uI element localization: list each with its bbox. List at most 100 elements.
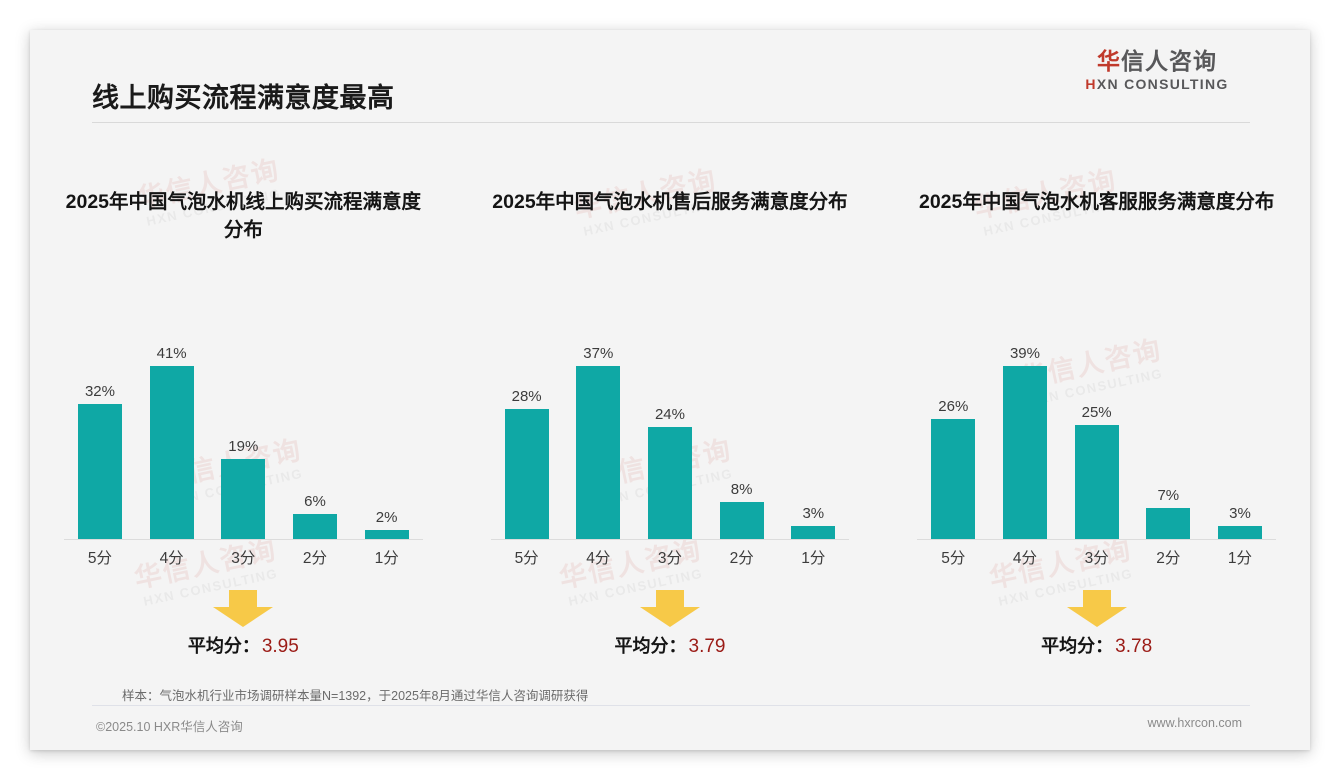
logo-cn-rest: 信人咨询 [1121,48,1217,74]
brand-logo: 华信人咨询 HXN CONSULTING [1072,48,1242,92]
x-tick-label: 2分 [302,550,328,567]
logo-en-rest: XN CONSULTING [1096,76,1229,93]
slide-header: 线上购买流程满意度最高 华信人咨询 HXN CONSULTING [30,30,1310,122]
x-tick-label: 4分 [159,550,184,567]
chart-panel-online-purchase: 2025年中国气泡水机线上购买流程满意度分布 32% 41% 19% [30,150,457,670]
x-tick-label: 2分 [729,550,754,567]
page-title: 线上购买流程满意度最高 [92,83,395,113]
bar-value-label: 28% [511,388,542,405]
bar-rect[interactable] [292,514,337,539]
x-tick-label: 5分 [87,550,113,567]
copyright-text: ©2025.10 HXR华信人咨询 [96,720,243,734]
bar-item[interactable]: 32% [64,300,136,539]
bar-value-label: 3% [802,505,825,522]
slide-footer: ©2025.10 HXR华信人咨询 www.hxrcon.com [30,706,1310,750]
average-score-value: 3.78 [1115,636,1153,657]
x-tick-label: 5分 [514,550,539,567]
bar-value-label: 25% [1081,404,1112,421]
x-axis-line [64,539,423,540]
bar-item[interactable]: 8% [706,300,778,539]
x-tick-label: 3分 [231,550,256,567]
logo-cn-first-char: 华 [1097,48,1121,74]
x-tick-label: 1分 [801,550,826,567]
chart-title: 2025年中国气泡水机售后服务满意度分布 [492,191,848,213]
average-score-line: 平均分： 3.78 [917,632,1275,658]
bar-rect[interactable] [364,530,409,539]
x-axis-line [490,539,850,540]
charts-row: 2025年中国气泡水机线上购买流程满意度分布 32% 41% 19% [30,150,1310,670]
x-tick-label: 1分 [1227,550,1253,567]
bar-value-label: 32% [84,383,115,400]
bar-rect[interactable] [149,366,194,539]
bar-item[interactable]: 41% [136,300,208,539]
bar-item[interactable]: 3% [777,300,849,539]
down-arrow-container [64,590,422,628]
bar-value-label: 26% [938,398,969,415]
bar-series: 28% 37% 24% 8% [491,300,849,539]
arrow-down-icon [213,590,274,627]
x-tick-label: 4分 [586,550,611,567]
x-tick-label: 3分 [657,550,683,567]
bar-rect[interactable] [1146,508,1191,539]
x-tick-label: 3分 [1084,550,1109,567]
bar-value-label: 3% [1229,505,1251,522]
logo-chinese-name: 华信人咨询 [1072,48,1242,74]
header-divider [92,122,1250,123]
bar-rect[interactable] [1074,425,1119,539]
bar-rect[interactable] [1217,526,1262,539]
bar-item[interactable]: 28% [491,300,563,539]
x-tick-label: 4分 [1012,550,1038,567]
bar-item[interactable]: 2% [351,300,423,539]
x-tick-label: 5分 [941,550,966,567]
average-score-label: 平均分： [187,636,260,656]
bar-rect[interactable] [504,409,549,539]
slide-canvas: 华信人咨询 HXN CONSULTING 华信人咨询 HXN CONSULTIN… [30,30,1310,750]
chart-panel-after-sales: 2025年中国气泡水机售后服务满意度分布 28% 37% 24% [457,150,884,670]
chart-title: 2025年中国气泡水机客服服务满意度分布 [918,191,1275,213]
bar-value-label: 8% [730,481,753,498]
logo-english-name: HXN CONSULTING [1072,76,1242,92]
x-tick-label: 1分 [374,550,399,567]
bar-rect[interactable] [576,366,621,539]
bar-rect[interactable] [931,419,976,539]
average-score-value: 3.95 [261,636,299,657]
bar-chart-plot: 28% 37% 24% 8% [490,300,850,540]
bar-rect[interactable] [647,427,692,539]
bar-chart-plot: 32% 41% 19% 6% [64,300,423,540]
bar-item[interactable]: 3% [1204,300,1276,539]
bar-item[interactable]: 39% [989,300,1061,539]
bar-value-label: 2% [375,509,398,526]
x-axis-line [917,539,1276,540]
average-score-line: 平均分： 3.79 [491,632,849,658]
average-score-label: 平均分： [1041,636,1114,656]
bar-rect[interactable] [1002,366,1047,539]
bar-value-label: 24% [654,406,685,423]
bar-value-label: 39% [1009,345,1040,362]
bar-value-label: 37% [583,345,614,362]
bar-value-label: 7% [1157,487,1180,504]
bar-item[interactable]: 19% [207,300,279,539]
bar-item[interactable]: 26% [917,300,989,539]
bar-item[interactable]: 6% [279,300,351,539]
arrow-down-icon [1066,590,1127,627]
x-axis-labels: 5分 4分 3分 2分 1分 [64,546,422,568]
logo-en-first-char: H [1085,76,1097,93]
bar-chart-plot: 26% 39% 25% 7% [917,300,1276,540]
average-score-label: 平均分： [614,636,687,656]
website-url[interactable]: www.hxrcon.com [1147,716,1242,730]
bar-value-label: 19% [228,438,259,455]
x-axis-labels: 5分 4分 3分 2分 1分 [491,546,849,568]
bar-item[interactable]: 37% [562,300,634,539]
bar-item[interactable]: 25% [1061,300,1133,539]
bar-rect[interactable] [221,459,266,539]
bar-item[interactable]: 24% [634,300,706,539]
x-tick-label: 2分 [1156,550,1181,567]
chart-title: 2025年中国气泡水机线上购买流程满意度分布 [65,191,422,242]
bar-value-label: 41% [156,345,187,362]
bar-value-label: 6% [304,493,326,510]
chart-panel-customer-service: 2025年中国气泡水机客服服务满意度分布 26% 39% 25% [883,150,1310,670]
bar-rect[interactable] [719,502,764,539]
bar-item[interactable]: 7% [1132,300,1204,539]
bar-rect[interactable] [77,404,122,539]
bar-rect[interactable] [791,526,836,539]
